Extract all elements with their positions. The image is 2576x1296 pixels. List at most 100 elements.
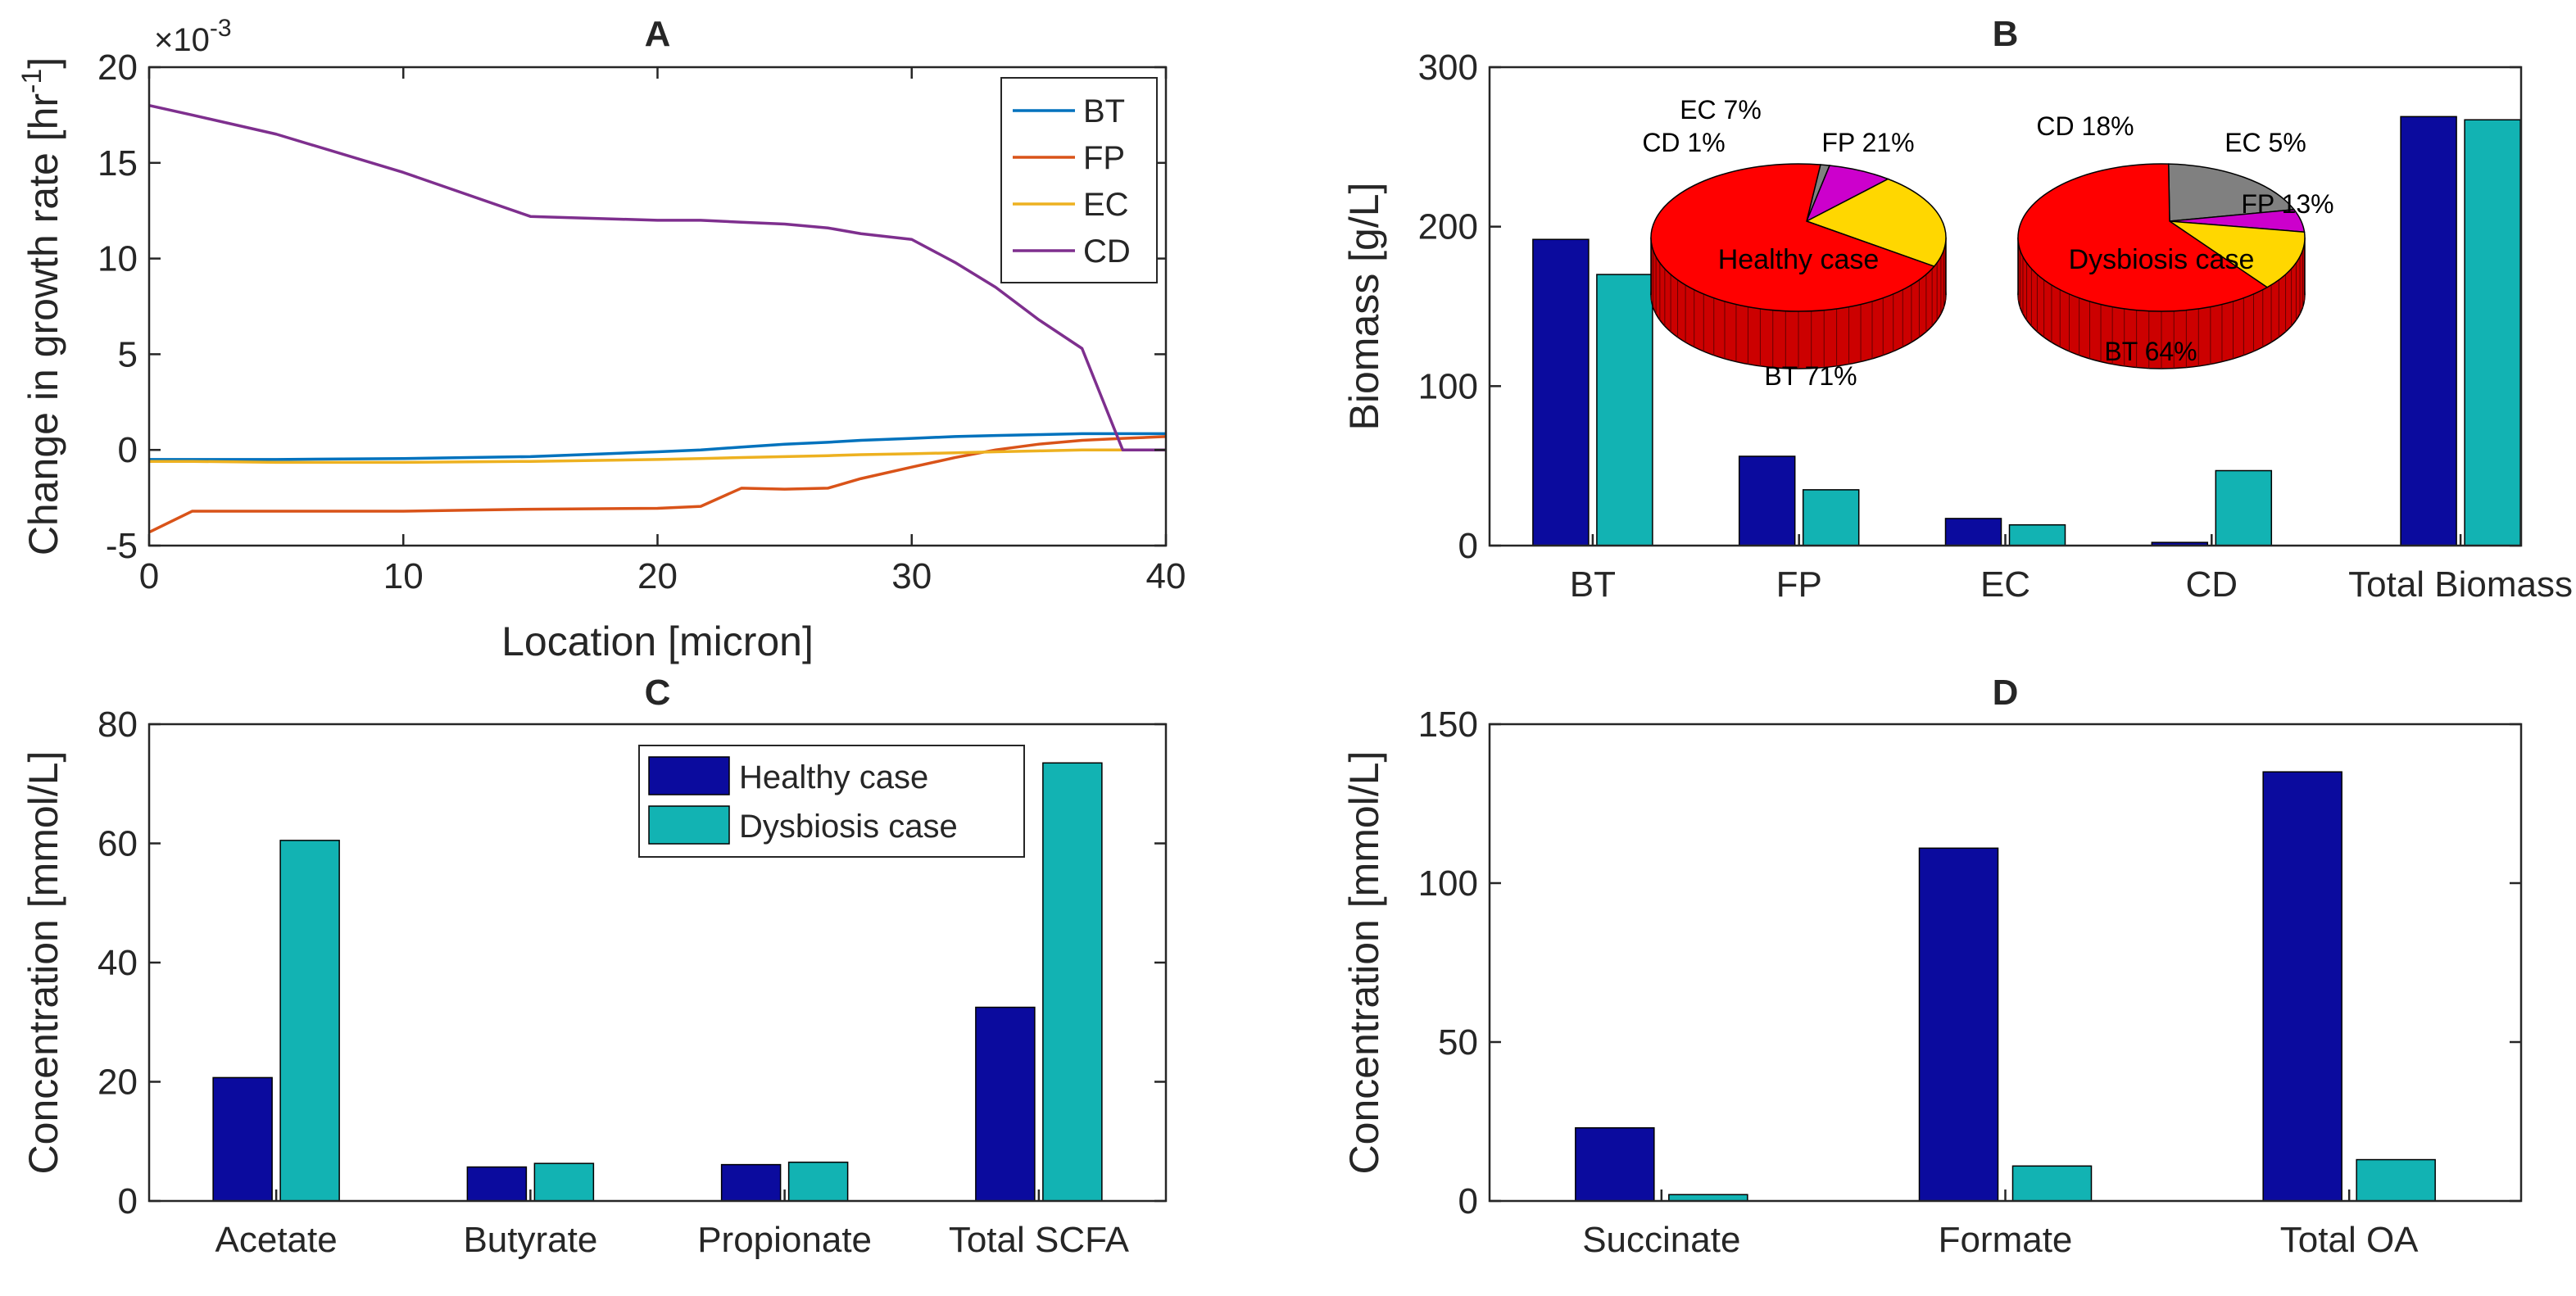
x-tick-label-cd: CD [2186, 564, 2238, 605]
y-tick-label: 15 [98, 143, 138, 184]
panel-c: 0 20 40 60 80 Acetate Butyrate Propionate Total … [20, 673, 1168, 1260]
panel-b: 0 100 200 300 BT FP EC CD Total Biomass B Biomass … [1341, 14, 2573, 605]
pie-title: Healthy case [1718, 244, 1880, 275]
series-line-ec [149, 448, 1166, 464]
x-tick-label: 0 [139, 556, 159, 596]
y-tick-label: 0 [118, 430, 138, 470]
panel-d: 0 50 100 150 Succinate Formate Total OA D Concen… [1341, 673, 2523, 1260]
bar-healthy-formate [1918, 847, 1999, 1202]
y-tick-label: 200 [1418, 207, 1478, 247]
y-tick-label: 80 [98, 705, 138, 745]
bar-healthy-fp [1738, 455, 1796, 546]
pie-slice-fp [2167, 220, 2306, 288]
bar-dysbiosis-cd [2215, 469, 2273, 546]
pie-label-fp: FP 13% [2241, 189, 2333, 219]
x-tick-label: 30 [891, 556, 932, 596]
y-tick-label: 40 [98, 943, 138, 983]
y-tick-label: 10 [98, 239, 138, 279]
pie-title: Dysbiosis case [2069, 244, 2255, 275]
axes-box [1488, 66, 2523, 547]
axes-box [1488, 723, 2523, 1203]
bar-dysbiosis-bt [1596, 274, 1653, 546]
bar-healthy-propionate [720, 1163, 782, 1202]
y-tick-label: 0 [1458, 1181, 1478, 1221]
panel-title-c: C [645, 673, 671, 713]
bar-healthy-bt [1532, 238, 1590, 546]
x-tick-label-acetate: Acetate [215, 1220, 338, 1260]
y-axis-label-close: ] [20, 57, 66, 69]
legend-label-cd: CD [1083, 233, 1131, 270]
pie-slice-cd [2167, 163, 2296, 222]
legend-swatch-healthy [648, 756, 730, 795]
x-tick-label-propionate: Propionate [697, 1220, 872, 1260]
bar-dysbiosis-total-biomass [2464, 119, 2521, 546]
bar-healthy-total-biomass [2400, 116, 2457, 546]
x-tick-label: 10 [383, 556, 424, 596]
y-tick-label: 300 [1418, 48, 1478, 88]
x-tick-label-fp: FP [1776, 564, 1822, 605]
bar-healthy-acetate [212, 1076, 273, 1202]
bar-dysbiosis-propionate [787, 1161, 849, 1202]
x-tick-label-total-biomass: Total Biomass [2348, 564, 2573, 605]
pie-slice-bt [2017, 163, 2269, 312]
legend-swatch-dysbiosis [648, 805, 730, 845]
bar-dysbiosis-total-oa [2356, 1158, 2436, 1202]
legend-label-healthy: Healthy case [739, 759, 928, 795]
panel-title-d: D [1993, 673, 2019, 713]
bar-healthy-total-scfa [975, 1006, 1036, 1202]
y-tick-label: 60 [98, 824, 138, 864]
y-axis-label: Concentration [mmol/L] [20, 751, 66, 1175]
series-line-fp [148, 435, 1167, 534]
series-line-cd [148, 104, 1166, 451]
bar-dysbiosis-total-scfa [1042, 762, 1103, 1202]
bar-healthy-succinate [1575, 1127, 1655, 1202]
pie-slice-fp [1805, 178, 1947, 268]
x-tick-label-succinate: Succinate [1582, 1220, 1740, 1260]
series-line-bt [149, 432, 1166, 461]
y-tick-label: 20 [98, 1063, 138, 1103]
bar-dysbiosis-ec [2008, 523, 2066, 546]
bar-dysbiosis-formate [2011, 1165, 2093, 1202]
x-tick-label-total-scfa: Total SCFA [949, 1220, 1130, 1260]
y-tick-label: 100 [1418, 863, 1478, 904]
bar-dysbiosis-butyrate [533, 1162, 595, 1202]
y-tick-label: 20 [98, 48, 138, 88]
pie-label-ec: EC 7% [1680, 95, 1762, 125]
y-tick-label: 50 [1438, 1022, 1478, 1063]
x-tick-label-ec: EC [1980, 564, 2030, 605]
pie-slice-bt [1650, 163, 1935, 312]
axis-exponent: ×10-3 [154, 15, 232, 58]
pie-label-bt: BT 64% [2104, 337, 2197, 366]
legend-label-dysbiosis: Dysbiosis case [739, 809, 958, 845]
panel-title-b: B [1993, 14, 2019, 54]
y-tick-label: 100 [1418, 366, 1478, 406]
y-tick-label: -5 [106, 526, 138, 566]
y-tick-label: 0 [1458, 526, 1478, 566]
x-tick-label-bt: BT [1570, 564, 1616, 605]
bar-dysbiosis-acetate [279, 840, 340, 1202]
pie-inset-healthy: Healthy case BT 71% CD 1% EC 7% FP 21% [1642, 95, 1947, 391]
bar-healthy-ec [1944, 518, 2002, 546]
pie-label-cd: CD 18% [2036, 111, 2134, 141]
pie-inset-dysbiosis: Dysbiosis case BT 64% CD 18% EC 5% FP 13% [2017, 111, 2334, 369]
legend-label-bt: BT [1083, 93, 1125, 129]
bar-healthy-total-oa [2262, 771, 2342, 1202]
x-tick-label-formate: Formate [1939, 1220, 2073, 1260]
panel-title-a: A [645, 14, 671, 54]
axes-box [147, 723, 1168, 1203]
y-axis-label: Biomass [g/L] [1341, 183, 1387, 431]
pie-label-bt: BT 71% [1764, 361, 1857, 391]
y-tick-label: 0 [118, 1181, 138, 1221]
y-axis-label: Concentration [mmol/L] [1341, 751, 1387, 1175]
x-tick-label-total-oa: Total OA [2280, 1220, 2419, 1260]
bar-healthy-butyrate [466, 1166, 528, 1202]
y-axis-label-sup: -1 [16, 69, 48, 93]
y-tick-label: 5 [118, 334, 138, 374]
pie-label-fp: FP 21% [1821, 128, 1914, 157]
x-tick-label: 40 [1146, 556, 1186, 596]
x-tick-label: 20 [637, 556, 678, 596]
y-tick-label: 150 [1418, 705, 1478, 745]
legend-label-ec: EC [1083, 187, 1129, 223]
